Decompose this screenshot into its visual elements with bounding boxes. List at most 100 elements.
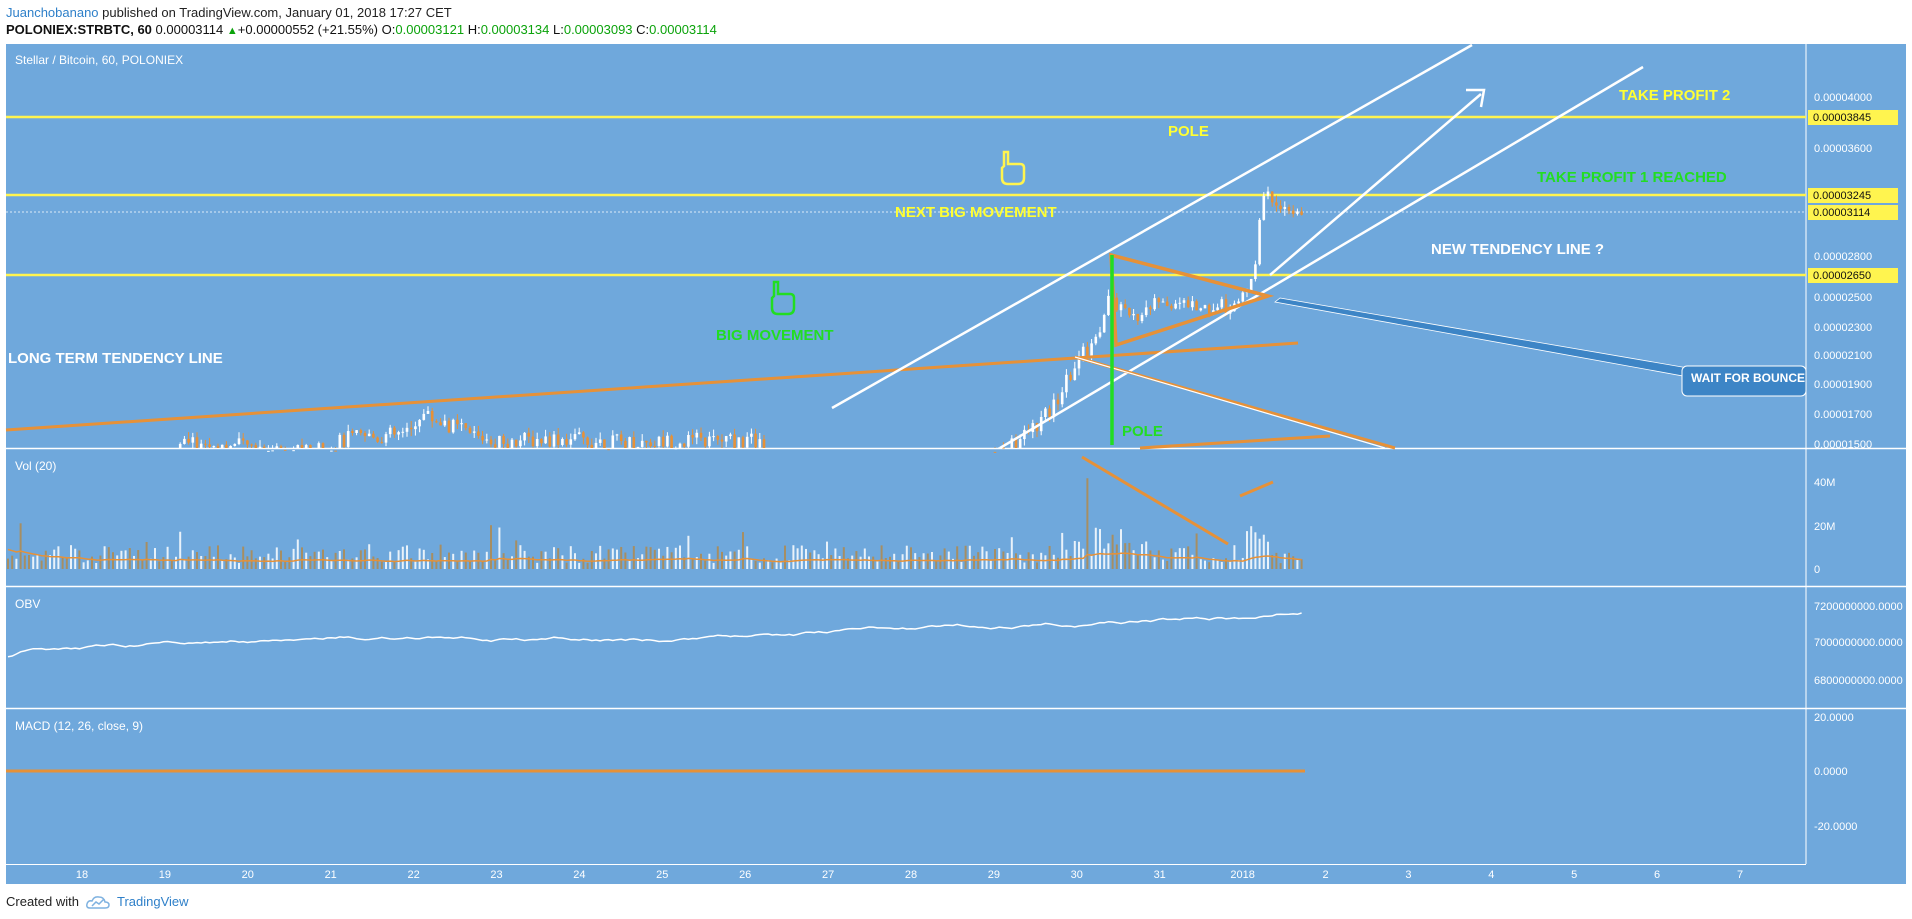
- time-tick: 7: [1737, 869, 1743, 881]
- volume-bar: [439, 544, 442, 569]
- time-tick: 21: [325, 869, 337, 881]
- volume-bar: [1099, 529, 1101, 569]
- candle-body: [254, 445, 258, 448]
- candle-body: [346, 431, 350, 447]
- candle-body: [334, 450, 337, 452]
- volume-bar: [662, 555, 665, 569]
- volume-bar: [859, 556, 862, 569]
- candle-body: [267, 450, 270, 452]
- volume-trend-line[interactable]: [1081, 455, 1229, 546]
- author-link[interactable]: Juanchobanano: [6, 5, 99, 20]
- candle-body: [540, 439, 543, 444]
- candle-body: [640, 440, 644, 447]
- created-with-text: Created with: [6, 894, 79, 909]
- price-label-current: 0.00003114: [1808, 205, 1898, 220]
- candle-body: [1203, 305, 1207, 309]
- candle-body: [418, 419, 421, 427]
- price-tick: 0.00002300: [1814, 322, 1872, 334]
- volume-bar: [44, 550, 47, 569]
- volume-bar: [393, 561, 396, 569]
- candle-body: [1069, 374, 1072, 380]
- volume-bar: [708, 553, 711, 569]
- volume-bar: [561, 555, 564, 569]
- candle-body: [1048, 408, 1051, 418]
- volume-bar: [65, 557, 68, 569]
- candle-body: [439, 422, 442, 426]
- candle-body: [519, 440, 522, 447]
- channel-lower-line[interactable]: [999, 65, 1644, 450]
- candle-body: [1090, 343, 1093, 358]
- channel-upper-line[interactable]: [831, 43, 1473, 410]
- volume-bar: [788, 560, 791, 569]
- volume-bar: [78, 550, 81, 569]
- volume-bar: [364, 549, 366, 569]
- candle-body: [367, 433, 371, 437]
- candle-body: [1216, 307, 1219, 311]
- volume-bar: [779, 560, 782, 569]
- time-axis[interactable]: [6, 864, 1906, 884]
- volume-bar: [1111, 534, 1114, 569]
- obv-tick: 7000000000.0000: [1814, 637, 1903, 649]
- volume-bar: [1241, 557, 1244, 569]
- candle-body: [1249, 279, 1253, 292]
- volume-bar: [687, 535, 690, 569]
- volume-bar: [19, 523, 22, 569]
- footer: Created with TradingView: [0, 884, 1912, 919]
- volume-bar: [1015, 553, 1017, 569]
- candle-body: [1212, 310, 1215, 314]
- tradingview-link[interactable]: TradingView: [117, 894, 189, 909]
- volume-bar: [872, 556, 875, 569]
- candle-body: [514, 439, 518, 447]
- volume-bar: [1170, 548, 1173, 569]
- candle-body: [451, 419, 455, 433]
- candle-body: [573, 434, 577, 440]
- price-panel[interactable]: [6, 44, 1806, 448]
- volume-bar: [851, 555, 854, 569]
- volume-bar: [1183, 548, 1185, 569]
- time-tick: 3: [1405, 869, 1411, 881]
- projection-arrow[interactable]: [1269, 93, 1482, 276]
- volume-bar: [28, 554, 30, 569]
- long-term-tendency-line[interactable]: [5, 341, 1299, 432]
- volume-bar: [275, 547, 278, 569]
- candle-body: [443, 420, 447, 426]
- lower-orange-line[interactable]: [1139, 434, 1331, 450]
- candle-body: [1014, 438, 1018, 448]
- volume-bar: [7, 558, 9, 569]
- volume-bar: [229, 554, 232, 569]
- candle-body: [279, 446, 283, 448]
- price-scale[interactable]: [1806, 44, 1906, 864]
- volume-bar: [1128, 542, 1131, 569]
- tradingview-logo-icon[interactable]: [86, 894, 110, 910]
- annotations: TAKE PROFIT 2 POLE TAKE PROFIT 1 REACHED…: [8, 87, 1730, 440]
- volume-bar: [305, 552, 308, 569]
- volume-bar: [359, 550, 362, 569]
- obv-line[interactable]: [7, 612, 1302, 658]
- next-big-movement-label: NEXT BIG MOVEMENT: [895, 204, 1057, 221]
- volume-bar: [1107, 543, 1110, 569]
- volume-ma-line[interactable]: [7, 548, 1302, 563]
- candle-body: [208, 444, 211, 448]
- candle-body: [342, 434, 346, 447]
- candle-body: [1191, 301, 1194, 308]
- volume-rise-line[interactable]: [1239, 480, 1274, 498]
- volume-bar: [380, 561, 383, 569]
- candle-body: [1056, 399, 1060, 405]
- volume-bar: [1019, 554, 1022, 569]
- volume-bar: [1027, 552, 1030, 569]
- candle-body: [603, 439, 606, 448]
- obv-tick: 6800000000.0000: [1814, 675, 1903, 687]
- wait-for-bounce-box[interactable]: [1681, 365, 1807, 397]
- volume-bar: [385, 561, 387, 569]
- volume-bar: [221, 560, 224, 569]
- time-tick: 29: [988, 869, 1000, 881]
- obv-panel[interactable]: [6, 587, 1806, 708]
- candle-body: [632, 437, 636, 448]
- volume-bar: [1149, 550, 1152, 569]
- price-label-32: 0.00003245: [1808, 188, 1898, 203]
- price-tick: 0.00001900: [1814, 379, 1872, 391]
- macd-panel[interactable]: [6, 709, 1806, 864]
- volume-bar: [183, 559, 186, 569]
- candle-body: [178, 443, 182, 448]
